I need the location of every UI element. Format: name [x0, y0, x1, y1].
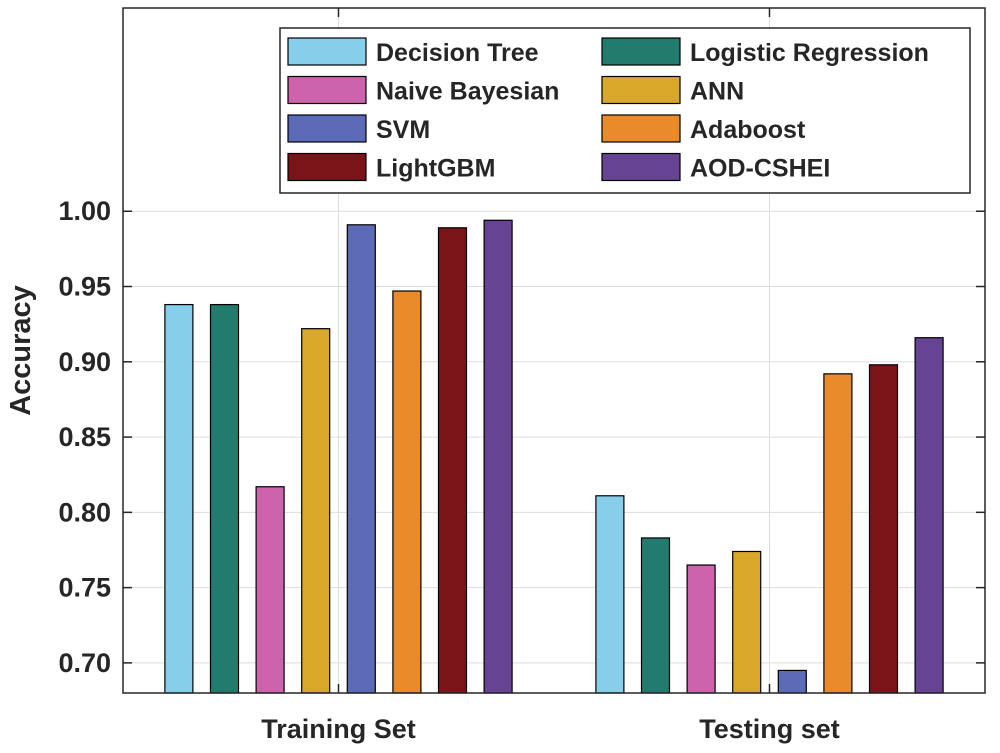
bar-naive-bayesian-0 — [255, 486, 285, 694]
bar-svm-0 — [346, 224, 376, 694]
legend-label: Logistic Regression — [690, 39, 929, 67]
legend-label: SVM — [376, 116, 430, 144]
x-tick-label: Training Set — [261, 714, 416, 744]
bar-lightgbm-0 — [437, 227, 468, 694]
bars-layer — [164, 219, 944, 694]
bar-aod-cshei-1 — [914, 337, 944, 694]
legend-swatch — [287, 75, 367, 105]
bar-naive-bayesian-1 — [686, 564, 716, 694]
y-tick-label: 1.00 — [58, 196, 111, 226]
y-axis-ticks: 0.70 0.75 0.80 0.85 0.90 0.95 1.00 — [58, 196, 985, 678]
bar-logistic-regression-0 — [209, 303, 240, 694]
legend-label: Naive Bayesian — [376, 78, 559, 106]
legend-swatch — [287, 152, 367, 182]
legend-label: AOD-CSHEI — [690, 155, 830, 183]
legend: Decision Tree Logistic Regression Naive Ba… — [279, 27, 971, 194]
y-tick-label: 0.75 — [58, 573, 111, 603]
bar-lightgbm-1 — [868, 364, 899, 694]
bar-aod-cshei-0 — [483, 219, 513, 694]
bar-decision-tree-1 — [595, 495, 625, 694]
legend-label: ANN — [690, 78, 744, 106]
x-axis-ticks: Training Set Testing set — [261, 8, 840, 744]
legend-label: LightGBM — [376, 155, 495, 183]
legend-swatch — [287, 114, 367, 143]
legend-swatch — [601, 152, 681, 182]
y-tick-label: 0.95 — [58, 272, 111, 302]
y-tick-label: 0.70 — [58, 648, 111, 678]
legend-label: Decision Tree — [376, 39, 539, 67]
bar-logistic-regression-1 — [640, 537, 671, 694]
legend-swatch — [287, 37, 367, 66]
bar-ann-0 — [301, 328, 331, 694]
bar-ann-1 — [732, 550, 762, 694]
bar-adaboost-0 — [392, 290, 422, 694]
plot-frame — [122, 7, 986, 694]
legend-swatch — [601, 37, 681, 66]
y-tick-label: 0.85 — [58, 422, 111, 452]
x-tick-label: Testing set — [699, 714, 840, 744]
legend-swatch — [601, 114, 681, 143]
y-axis-label: Accuracy — [5, 285, 37, 416]
legend-swatch — [601, 75, 681, 105]
bar-svm-1 — [777, 669, 807, 694]
y-tick-label: 0.80 — [58, 497, 111, 527]
legend-label: Adaboost — [690, 116, 806, 144]
y-tick-label: 0.90 — [58, 347, 111, 377]
bar-adaboost-1 — [823, 373, 853, 694]
bar-decision-tree-0 — [164, 303, 194, 694]
